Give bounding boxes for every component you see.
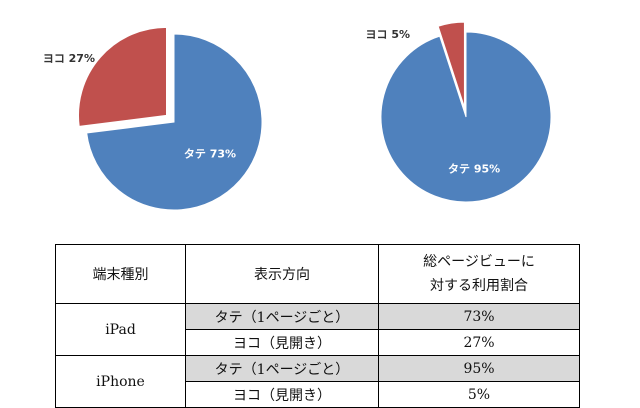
- table-row: iPad タテ（1ページごと） 73%: [55, 303, 580, 356]
- pie-charts: タテ 73% ヨコ 27% タテ 95% ヨコ 5%: [43, 21, 552, 211]
- slice-label-yoko: ヨコ 27%: [43, 52, 95, 65]
- device-ipad: iPad: [55, 303, 186, 356]
- pie-slice-tate: [86, 33, 263, 211]
- pie-chart-2: タテ 95% ヨコ 5%: [365, 21, 552, 203]
- orientation-cell: タテ（1ページごと）: [185, 355, 379, 382]
- header-share: 総ページビューに 対する利用割合: [378, 244, 580, 304]
- share-cell: 27%: [378, 329, 580, 356]
- table-row: iPhone タテ（1ページごと） 95%: [55, 355, 580, 408]
- table-row: ヨコ（見開き） 27%: [56, 329, 580, 356]
- table-header-row: 端末種別 表示方向 総ページビューに 対する利用割合: [55, 244, 580, 304]
- orientation-cell: タテ（1ページごと）: [185, 303, 379, 330]
- usage-table: 端末種別 表示方向 総ページビューに 対する利用割合 iPad タテ（1ページご…: [55, 244, 580, 408]
- share-cell: 73%: [378, 303, 580, 330]
- header-device: 端末種別: [55, 244, 186, 304]
- header-share-line-1: 総ページビューに: [423, 254, 535, 270]
- slice-label-tate: タテ 95%: [448, 162, 500, 175]
- pie-slice-yoko: [437, 21, 465, 108]
- slice-label-tate: タテ 73%: [184, 148, 236, 161]
- pie-slice-yoko: [78, 26, 167, 127]
- header-orientation: 表示方向: [185, 244, 379, 304]
- share-cell: 5%: [378, 381, 580, 408]
- slice-label-yoko: ヨコ 5%: [365, 28, 410, 41]
- orientation-cell: ヨコ（見開き）: [185, 381, 379, 408]
- header-share-line-2: 対する利用割合: [430, 278, 528, 294]
- pie-slice-tate: [380, 31, 552, 203]
- pie-chart-1: タテ 73% ヨコ 27%: [43, 26, 263, 211]
- share-cell: 95%: [378, 355, 580, 382]
- orientation-cell: ヨコ（見開き）: [185, 329, 379, 356]
